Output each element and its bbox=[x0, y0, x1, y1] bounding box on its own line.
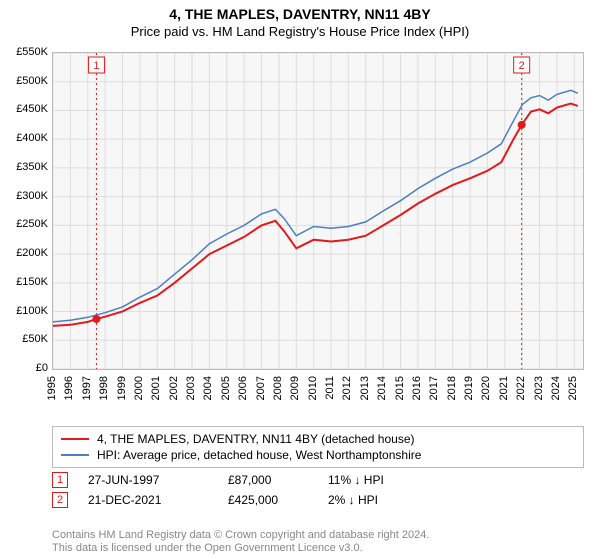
y-axis: £0 £50K £100K £150K £200K £250K £300K £350K £400… bbox=[0, 44, 52, 424]
x-tick-label: 2025 bbox=[567, 376, 579, 400]
x-tick-label: 2003 bbox=[185, 376, 197, 400]
x-tick-label: 2005 bbox=[220, 376, 232, 400]
legend-label-hpi: HPI: Average price, detached house, West… bbox=[97, 448, 421, 462]
x-tick-label: 2009 bbox=[289, 376, 301, 400]
x-tick-label: 2020 bbox=[480, 376, 492, 400]
x-tick-label: 2024 bbox=[550, 376, 562, 400]
legend: 4, THE MAPLES, DAVENTRY, NN11 4BY (detac… bbox=[52, 426, 584, 468]
x-tick-label: 2002 bbox=[168, 376, 180, 400]
svg-text:2: 2 bbox=[519, 60, 525, 72]
x-tick-label: 1995 bbox=[46, 376, 58, 400]
x-tick-label: 1998 bbox=[98, 376, 110, 400]
legend-item-hpi: HPI: Average price, detached house, West… bbox=[61, 447, 575, 463]
y-tick-label: £550K bbox=[16, 46, 48, 58]
svg-text:1: 1 bbox=[93, 60, 99, 72]
marker-pct-1: 11% ↓ HPI bbox=[328, 473, 448, 487]
legend-label-property: 4, THE MAPLES, DAVENTRY, NN11 4BY (detac… bbox=[97, 432, 415, 446]
x-tick-label: 2013 bbox=[359, 376, 371, 400]
legend-swatch-hpi bbox=[61, 454, 89, 456]
x-tick-label: 2014 bbox=[376, 376, 388, 400]
x-tick-label: 2008 bbox=[272, 376, 284, 400]
x-tick-label: 2001 bbox=[150, 376, 162, 400]
marker-date-1: 27-JUN-1997 bbox=[88, 473, 228, 487]
y-tick-label: £300K bbox=[16, 190, 48, 202]
x-tick-label: 1999 bbox=[116, 376, 128, 400]
y-tick-label: £50K bbox=[22, 333, 48, 345]
plot-area: 12 bbox=[52, 52, 584, 370]
x-tick-label: 1996 bbox=[63, 376, 75, 400]
chart-title: 4, THE MAPLES, DAVENTRY, NN11 4BY bbox=[0, 0, 600, 22]
x-tick-label: 2015 bbox=[394, 376, 406, 400]
x-tick-label: 2012 bbox=[341, 376, 353, 400]
y-tick-label: £250K bbox=[16, 218, 48, 230]
y-tick-label: £200K bbox=[16, 247, 48, 259]
y-tick-label: £400K bbox=[16, 132, 48, 144]
x-tick-label: 2006 bbox=[237, 376, 249, 400]
chart-area: £0 £50K £100K £150K £200K £250K £300K £350K £400… bbox=[0, 44, 600, 424]
plot-svg: 12 bbox=[53, 53, 583, 369]
x-tick-label: 2010 bbox=[307, 376, 319, 400]
marker-badge-1: 1 bbox=[52, 472, 68, 488]
chart-subtitle: Price paid vs. HM Land Registry's House … bbox=[0, 22, 600, 43]
x-tick-label: 2016 bbox=[411, 376, 423, 400]
marker-badge-2: 2 bbox=[52, 492, 68, 508]
marker-date-2: 21-DEC-2021 bbox=[88, 493, 228, 507]
x-tick-label: 2021 bbox=[498, 376, 510, 400]
x-tick-label: 2000 bbox=[133, 376, 145, 400]
x-tick-label: 2023 bbox=[533, 376, 545, 400]
x-tick-label: 2011 bbox=[324, 376, 336, 400]
x-tick-label: 2019 bbox=[463, 376, 475, 400]
y-tick-label: £450K bbox=[16, 103, 48, 115]
marker-row-1: 1 27-JUN-1997 £87,000 11% ↓ HPI bbox=[52, 470, 584, 490]
legend-item-property: 4, THE MAPLES, DAVENTRY, NN11 4BY (detac… bbox=[61, 431, 575, 447]
x-axis: 1995199619971998199920002001200220032004… bbox=[52, 372, 584, 424]
footer: Contains HM Land Registry data © Crown c… bbox=[52, 529, 584, 557]
marker-table: 1 27-JUN-1997 £87,000 11% ↓ HPI 2 21-DEC… bbox=[52, 470, 584, 510]
y-tick-label: £100K bbox=[16, 305, 48, 317]
y-tick-label: £350K bbox=[16, 161, 48, 173]
x-tick-label: 2004 bbox=[202, 376, 214, 400]
x-tick-label: 2018 bbox=[446, 376, 458, 400]
x-tick-label: 2007 bbox=[255, 376, 267, 400]
y-tick-label: £500K bbox=[16, 75, 48, 87]
marker-price-2: £425,000 bbox=[228, 493, 328, 507]
x-tick-label: 2017 bbox=[428, 376, 440, 400]
marker-row-2: 2 21-DEC-2021 £425,000 2% ↓ HPI bbox=[52, 490, 584, 510]
marker-pct-2: 2% ↓ HPI bbox=[328, 493, 448, 507]
y-tick-label: £0 bbox=[36, 362, 48, 374]
y-tick-label: £150K bbox=[16, 276, 48, 288]
footer-line1: Contains HM Land Registry data © Crown c… bbox=[52, 529, 584, 543]
x-tick-label: 2022 bbox=[515, 376, 527, 400]
marker-price-1: £87,000 bbox=[228, 473, 328, 487]
legend-swatch-property bbox=[61, 438, 89, 440]
x-tick-label: 1997 bbox=[81, 376, 93, 400]
footer-line2: This data is licensed under the Open Gov… bbox=[52, 542, 584, 556]
